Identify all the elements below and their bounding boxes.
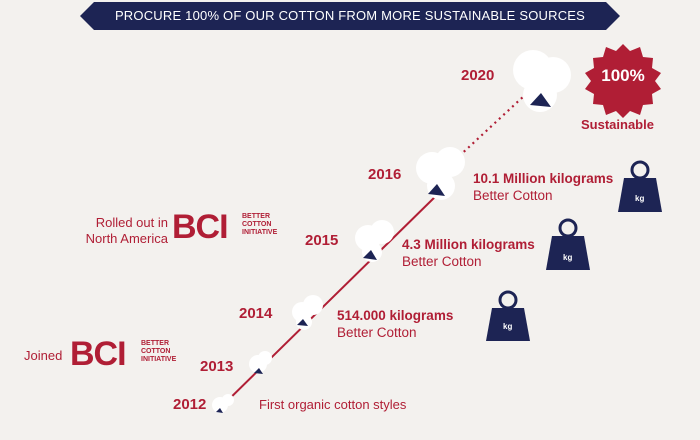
year-2020: 2020 [461, 67, 495, 84]
header-banner: PROCURE 100% OF OUR COTTON FROM MORE SUS… [80, 2, 620, 30]
weight-label-2014: kg [503, 322, 513, 331]
cotton-icon-2015 [355, 220, 394, 262]
year-2013: 2013 [200, 358, 234, 375]
weight-label-2015: kg [563, 253, 573, 262]
bci-line-better: BETTER [141, 340, 169, 347]
weight-icon-2015 [546, 218, 590, 270]
bci-line-better: BETTER [242, 213, 270, 220]
year-2012: 2012 [173, 396, 207, 413]
year-2016: 2016 [368, 166, 402, 183]
bci-line-cotton: COTTON [242, 221, 272, 228]
sustainable-caption: Sustainable [581, 117, 654, 132]
milestone-2014-amount: 514.000 kilograms [337, 308, 454, 323]
cotton-icon-2012 [212, 394, 234, 413]
milestone-2016-amount: 10.1 Million kilograms [473, 171, 614, 186]
bci-small-text-2013: BETTER COTTON INITIATIVE [141, 340, 176, 364]
bci-logo-2015: BCI [172, 208, 229, 246]
weight-label-2016: kg [635, 194, 645, 203]
bci-line-cotton: COTTON [141, 348, 171, 355]
milestone-2016-label: Better Cotton [473, 188, 553, 203]
weight-icon-2016 [618, 160, 662, 212]
cotton-icon-2016 [416, 147, 465, 200]
bci-line-initiative: INITIATIVE [141, 356, 177, 363]
rolled-out-text: Rolled out in North America [78, 215, 168, 247]
timeline-line [217, 191, 441, 411]
milestone-2015: 4.3 Million kilograms Better Cotton [402, 236, 535, 270]
milestone-2014: 514.000 kilograms Better Cotton [337, 307, 453, 341]
bci-line-initiative: INITIATIVE [242, 229, 278, 236]
milestone-2015-amount: 4.3 Million kilograms [402, 237, 535, 252]
milestone-2016: 10.1 Million kilograms Better Cotton [473, 170, 613, 204]
milestone-2015-label: Better Cotton [402, 254, 482, 269]
milestone-2012-text: First organic cotton styles [259, 397, 407, 412]
cotton-icon-2013 [249, 351, 272, 374]
rolled-out-line1: Rolled out in [95, 215, 168, 230]
banner-title: PROCURE 100% OF OUR COTTON FROM MORE SUS… [114, 8, 586, 23]
bci-small-text-2015: BETTER COTTON INITIATIVE [242, 213, 277, 237]
rolled-out-line2: North America [85, 231, 168, 246]
joined-label: Joined [24, 348, 63, 363]
timeline-future-line [454, 94, 526, 161]
seal-percent: 100% [601, 66, 645, 85]
cotton-icon-2020 [513, 50, 571, 112]
bci-logo-2013: BCI [70, 335, 127, 373]
year-2015: 2015 [305, 232, 339, 249]
seal-badge [585, 44, 661, 118]
cotton-icon-2014 [292, 295, 323, 330]
year-2014: 2014 [239, 305, 273, 322]
weight-icon-2014 [486, 290, 530, 341]
milestone-2014-label: Better Cotton [337, 325, 417, 340]
